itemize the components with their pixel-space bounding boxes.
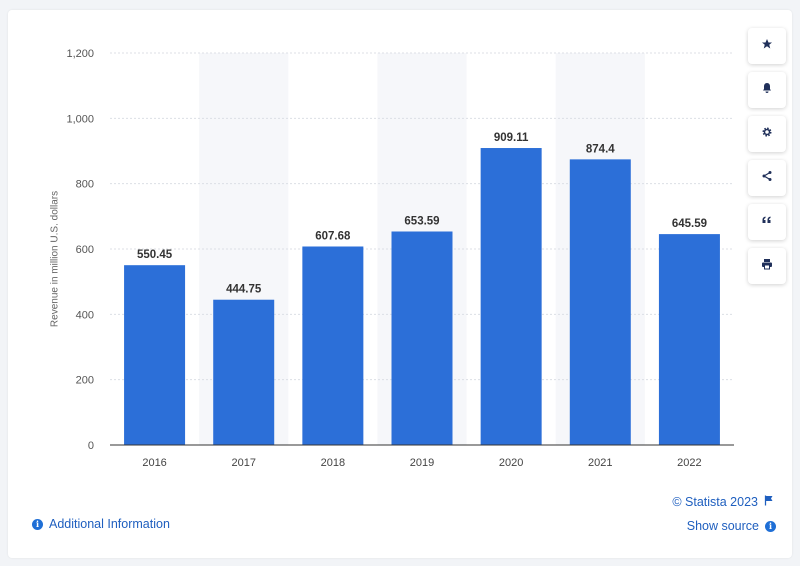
x-tick-label: 2021 <box>588 457 612 469</box>
data-label: 607.68 <box>315 230 351 242</box>
settings-button[interactable] <box>748 116 786 152</box>
chart-toolbar <box>748 28 788 292</box>
info-icon: i <box>765 520 776 532</box>
data-label: 550.45 <box>137 249 173 261</box>
data-label: 444.75 <box>226 284 262 296</box>
cite-button[interactable] <box>748 204 786 240</box>
bar-2017 <box>213 299 275 445</box>
y-tick-label: 0 <box>88 440 94 452</box>
show-source-link[interactable]: Show source i <box>687 519 776 533</box>
data-label: 645.59 <box>672 218 707 230</box>
x-tick-label: 2016 <box>142 457 166 469</box>
bar-chart: 0 200 400 600 800 1,000 1,200 550.45 2016 444.75 2… <box>66 48 734 469</box>
bar-2021 <box>569 159 631 445</box>
bar-2020 <box>480 148 542 446</box>
x-tick-label: 2018 <box>321 457 345 469</box>
y-tick-label: 200 <box>76 375 94 387</box>
flag-icon <box>764 495 774 509</box>
x-tick-label: 2019 <box>410 457 434 469</box>
additional-information-link[interactable]: i Additional Information <box>32 517 170 531</box>
bar-2022 <box>658 234 720 445</box>
print-button[interactable] <box>748 248 786 284</box>
star-icon <box>761 37 773 55</box>
x-tick-label: 2020 <box>499 457 523 469</box>
bar-2019 <box>391 231 453 445</box>
chart-card: 0 200 400 600 800 1,000 1,200 550.45 2016 444.75 2… <box>8 10 792 558</box>
data-label: 909.11 <box>494 132 529 144</box>
x-tick-label: 2022 <box>677 457 701 469</box>
y-tick-label: 800 <box>76 179 94 191</box>
y-tick-label: 1,000 <box>66 113 94 125</box>
share-icon <box>761 169 773 187</box>
y-tick-label: 600 <box>76 244 94 256</box>
show-source-text: Show source <box>686 519 759 533</box>
share-button[interactable] <box>748 160 786 196</box>
bookmark-button[interactable] <box>748 28 786 64</box>
info-icon: i <box>32 518 43 530</box>
notification-button[interactable] <box>748 72 786 108</box>
gear-icon <box>761 125 773 143</box>
bar-2016 <box>124 265 186 445</box>
data-label: 653.59 <box>404 215 439 227</box>
x-tick-label: 2017 <box>231 457 255 469</box>
quote-icon <box>761 213 773 231</box>
statista-credit[interactable]: © Statista 2023 <box>672 495 774 509</box>
bell-icon <box>761 81 773 99</box>
credit-text: © Statista 2023 <box>672 495 758 509</box>
y-tick-label: 1,200 <box>66 48 94 60</box>
y-axis-label: Revenue in million U.S. dollars <box>49 190 61 328</box>
print-icon <box>761 257 773 275</box>
additional-information-text: Additional Information <box>49 517 170 531</box>
y-tick-label: 400 <box>76 309 94 321</box>
data-label: 874.4 <box>586 143 615 155</box>
bar-2018 <box>302 246 364 445</box>
